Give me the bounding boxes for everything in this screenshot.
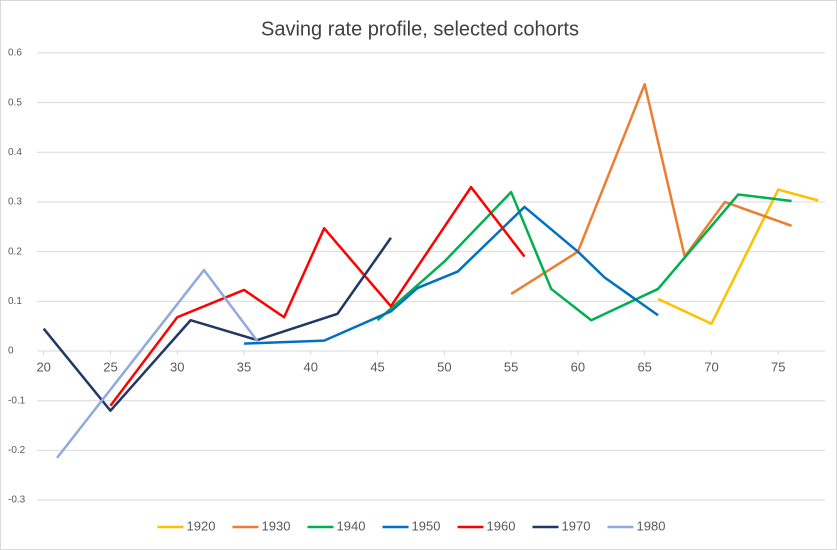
legend-label: 1940 [337,518,366,533]
x-tick-label: 25 [103,359,117,374]
series-line [109,185,526,407]
series-line [510,82,793,295]
legend-label: 1970 [562,518,591,533]
series-line [376,190,792,322]
y-tick-label: 0 [8,346,14,357]
y-tick-label: 0.3 [8,197,22,208]
y-tick-label: 0.2 [8,246,22,257]
x-tick-label: 75 [771,359,785,374]
x-tick-label: 65 [637,359,651,374]
series-line [56,268,259,459]
series-line [42,237,392,412]
x-tick-label: 20 [36,359,50,374]
y-tick-label: 0.1 [8,296,22,307]
y-tick-label: 0.6 [8,48,22,59]
series-line [657,188,819,325]
y-tick-label: -0.2 [8,445,26,456]
legend-label: 1980 [637,518,666,533]
series-line [243,205,659,345]
x-tick-label: 45 [370,359,384,374]
x-tick-label: 40 [304,359,318,374]
legend-label: 1960 [487,518,516,533]
y-tick-label: -0.1 [8,395,26,406]
y-tick-label: -0.3 [8,495,26,506]
legend-label: 1920 [187,518,216,533]
x-tick-label: 60 [571,359,585,374]
legend-label: 1950 [412,518,441,533]
x-tick-label: 50 [437,359,451,374]
x-tick-label: 30 [170,359,184,374]
y-tick-label: 0.5 [8,97,22,108]
x-tick-label: 70 [704,359,718,374]
chart-title: Saving rate profile, selected cohorts [261,18,579,40]
y-tick-label: 0.4 [8,147,22,158]
x-tick-label: 35 [237,359,251,374]
x-tick-label: 55 [504,359,518,374]
legend-label: 1930 [262,518,291,533]
